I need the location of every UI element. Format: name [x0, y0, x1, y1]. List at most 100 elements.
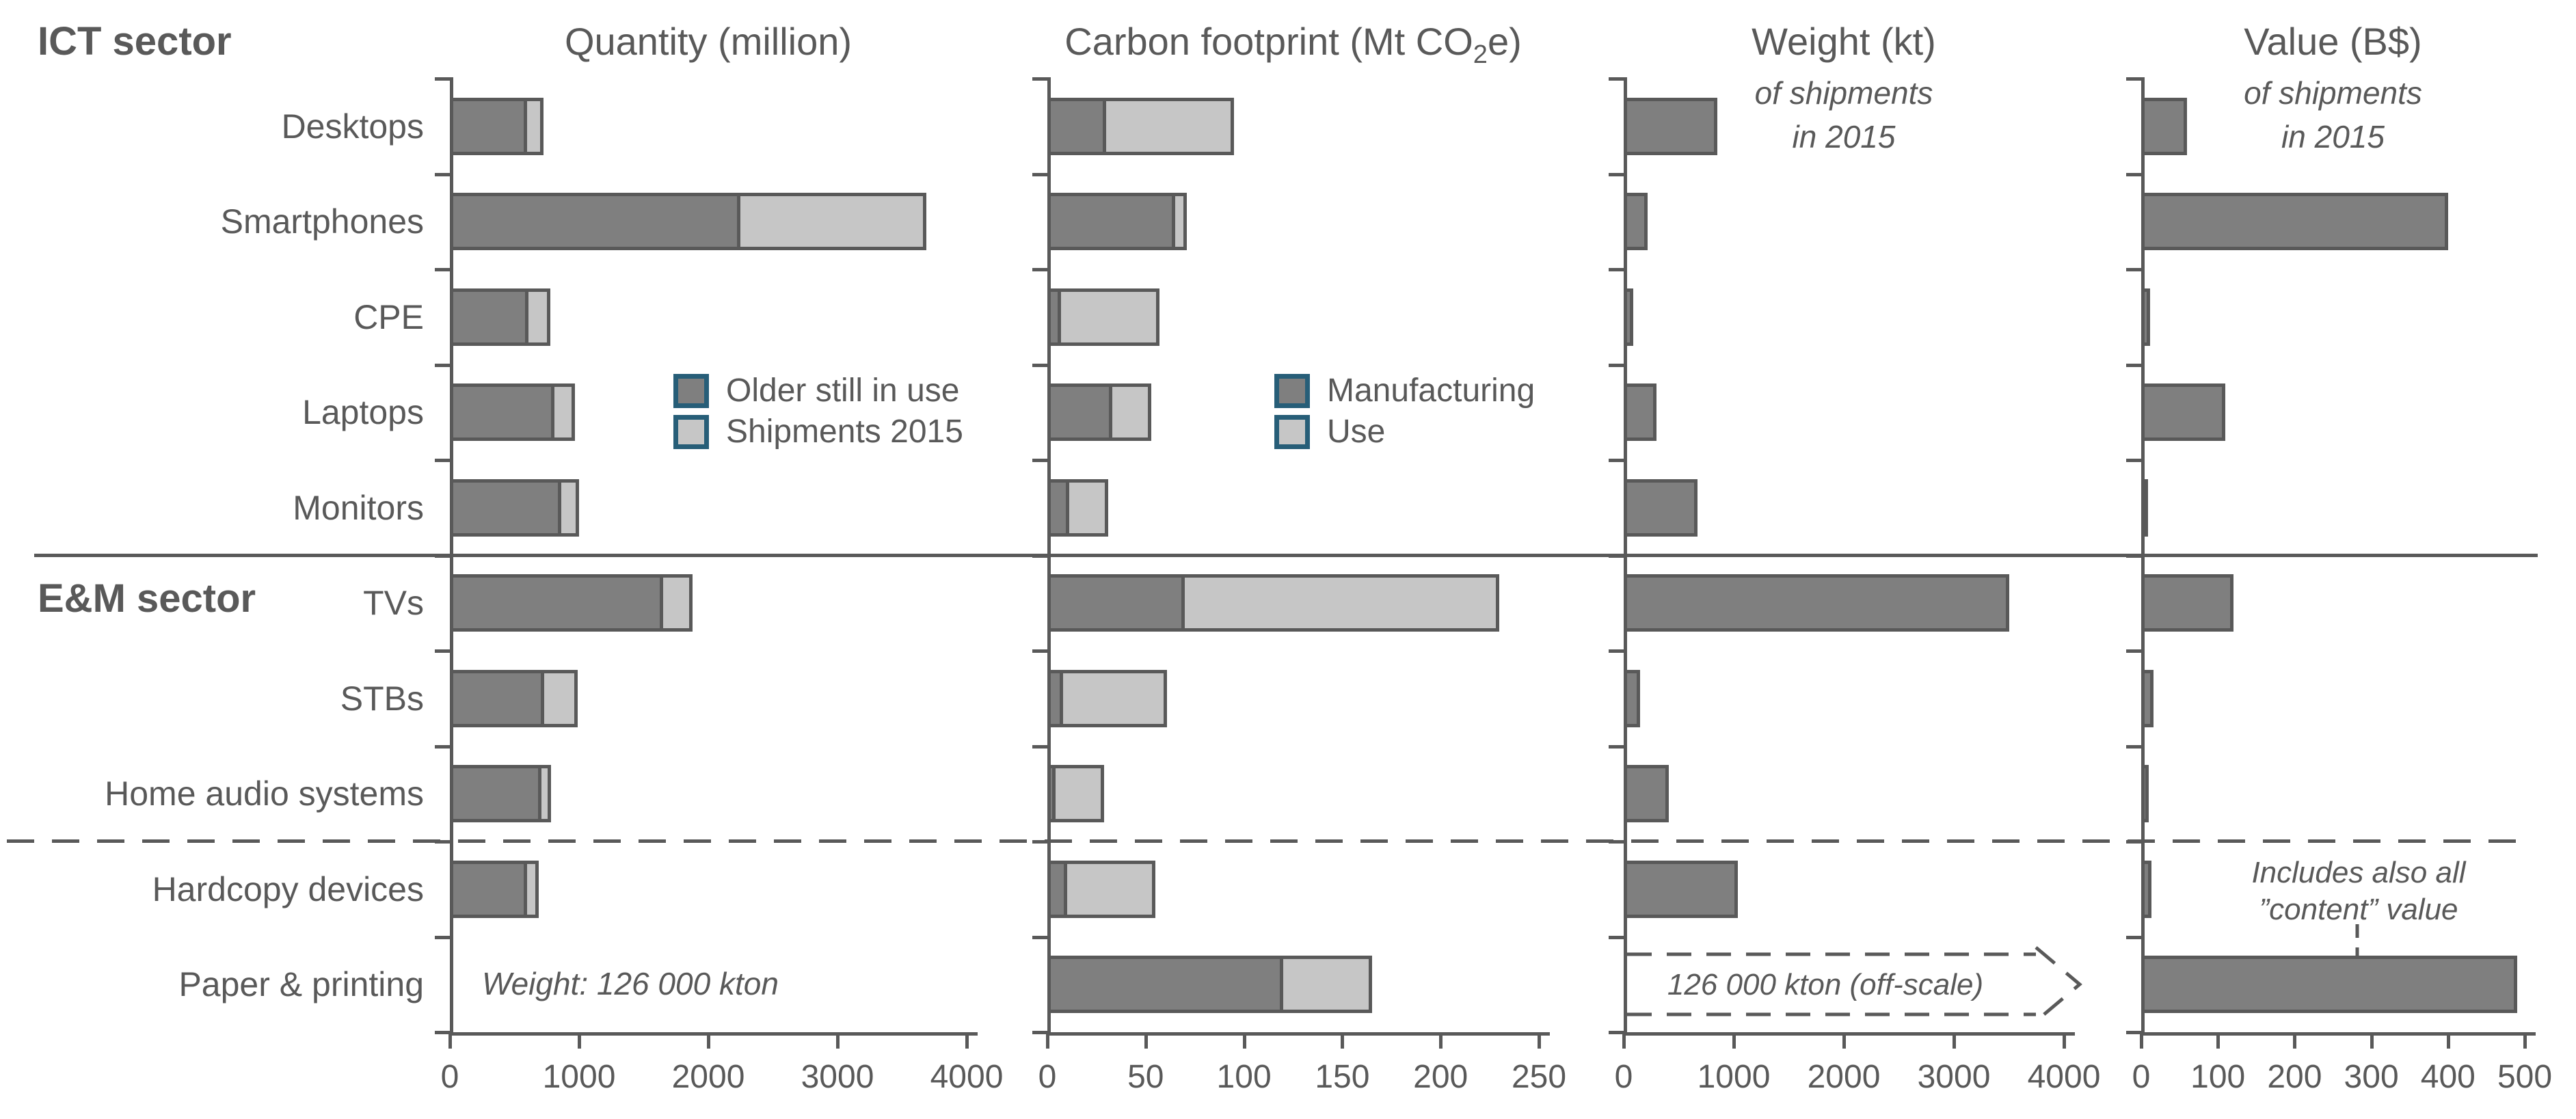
bar-value-smartphones	[2141, 193, 2448, 251]
row-label-laptops: Laptops	[302, 393, 424, 432]
quantity-y-tick	[435, 1031, 451, 1034]
legend-swatch-use	[1274, 415, 1310, 449]
row-label-home-audio-systems: Home audio systems	[105, 774, 424, 813]
quantity-x-tick-label: 0	[440, 1059, 459, 1095]
quantity-paper-weight-note: Weight: 126 000 kton	[482, 966, 779, 1001]
legend-label-manufacturing: Manufacturing	[1327, 373, 1535, 409]
carbon-x-tick-label: 250	[1511, 1059, 1567, 1095]
carbon-panel-title: Carbon footprint (Mt CO2e)	[1047, 19, 1539, 77]
value-y-tick	[2126, 554, 2143, 558]
value-panel-title: Value (B$)	[2244, 20, 2422, 63]
carbon-x-tick-label: 150	[1315, 1059, 1370, 1095]
row-label-hardcopy-devices: Hardcopy devices	[152, 869, 424, 908]
bar-weight-monitors	[1624, 478, 1698, 537]
bar-quantity-stbs-shipments-2015	[540, 669, 578, 727]
weight-x-tick	[1622, 1032, 1626, 1049]
legend-swatch-older-still-in-use	[673, 374, 709, 408]
quantity-x-tick	[965, 1032, 969, 1049]
bar-quantity-hardcopy-devices-older-still-in-use	[450, 860, 528, 918]
carbon-y-tick	[1032, 172, 1049, 176]
carbon-title-suffix: e)	[1487, 20, 1522, 63]
value-y-tick	[2126, 268, 2143, 271]
value-y-tick	[2126, 363, 2143, 367]
bar-weight-hardcopy-devices	[1624, 860, 1739, 918]
value-x-tick-label: 500	[2497, 1059, 2553, 1095]
bar-quantity-smartphones-older-still-in-use	[450, 193, 741, 251]
row-label-stbs: STBs	[340, 679, 424, 718]
weight-y-tick	[1609, 77, 1625, 81]
value-y-tick	[2126, 459, 2143, 462]
carbon-title-prefix: Carbon footprint (Mt CO	[1064, 20, 1473, 63]
quantity-x-tick	[836, 1032, 840, 1049]
weight-panel-subtitle-line1: of shipments	[1754, 75, 1933, 111]
weight-x-tick-label: 2000	[1807, 1059, 1881, 1095]
bar-value-tvs	[2141, 574, 2233, 632]
ict-sector-label: ICT sector	[38, 19, 232, 64]
bar-carbon-stbs-use	[1060, 669, 1168, 727]
bar-value-cpe	[2141, 288, 2151, 346]
carbon-x-axis	[1046, 1032, 1550, 1036]
value-x-tick-label: 400	[2420, 1059, 2476, 1095]
legend-label-older-still-in-use: Older still in use	[726, 373, 960, 409]
bar-value-desktops	[2141, 97, 2188, 155]
quantity-y-tick	[435, 77, 451, 81]
bar-weight-tvs	[1624, 574, 2009, 632]
carbon-x-tick-label: 200	[1413, 1059, 1468, 1095]
carbon-y-tick	[1032, 554, 1049, 558]
bar-value-laptops	[2141, 383, 2226, 442]
consumer-hardcopy-dashed-divider-line	[7, 839, 2531, 843]
weight-x-tick-label: 1000	[1697, 1059, 1771, 1095]
weight-y-tick	[1609, 268, 1625, 271]
weight-y-tick	[1609, 935, 1625, 939]
bar-quantity-tvs-shipments-2015	[659, 574, 693, 632]
bar-weight-stbs	[1624, 669, 1641, 727]
bar-quantity-cpe-shipments-2015	[525, 288, 551, 346]
bar-quantity-laptops-shipments-2015	[551, 383, 576, 442]
value-x-tick	[2370, 1032, 2374, 1049]
bar-quantity-desktops-shipments-2015	[524, 97, 544, 155]
carbon-y-tick	[1032, 649, 1049, 653]
bar-carbon-hardcopy-devices-use	[1063, 860, 1156, 918]
bar-carbon-laptops-use	[1108, 383, 1152, 442]
bar-carbon-home-audio-systems-use	[1051, 765, 1105, 823]
weight-offscale-note: 126 000 kton (off-scale)	[1667, 968, 1984, 1001]
bar-quantity-smartphones-shipments-2015	[737, 193, 927, 251]
bar-value-home-audio-systems	[2141, 765, 2149, 823]
quantity-y-tick	[435, 840, 451, 844]
quantity-y-tick	[435, 363, 451, 367]
carbon-x-tick	[1046, 1032, 1049, 1049]
value-y-tick	[2126, 744, 2143, 749]
quantity-x-tick-label: 4000	[930, 1059, 1004, 1095]
legend-label-use: Use	[1327, 414, 1386, 450]
legend-swatch-manufacturing	[1274, 374, 1310, 408]
quantity-x-axis	[448, 1032, 978, 1036]
bar-quantity-home-audio-systems-older-still-in-use	[450, 765, 542, 823]
carbon-x-tick-label: 100	[1216, 1059, 1272, 1095]
carbon-x-tick-label: 0	[1038, 1059, 1057, 1095]
value-x-tick-label: 0	[2132, 1059, 2151, 1095]
weight-x-axis	[1622, 1032, 2075, 1036]
bar-weight-laptops	[1624, 383, 1657, 442]
weight-x-tick	[1842, 1032, 1846, 1049]
carbon-x-tick	[1341, 1032, 1345, 1049]
value-x-tick	[2293, 1032, 2297, 1049]
weight-y-axis	[1624, 77, 1627, 1035]
value-x-axis	[2140, 1032, 2536, 1036]
bar-value-paper-printing	[2141, 956, 2517, 1014]
bar-quantity-monitors-shipments-2015	[557, 478, 579, 537]
value-x-tick-label: 100	[2190, 1059, 2246, 1095]
bar-value-stbs	[2141, 669, 2154, 727]
quantity-y-tick	[435, 172, 451, 176]
weight-panel-title: Weight (kt)	[1752, 20, 1936, 63]
value-content-note-line2: ”content” value	[2259, 893, 2458, 926]
carbon-x-tick	[1439, 1032, 1443, 1049]
carbon-x-tick	[1144, 1032, 1148, 1049]
weight-x-tick	[2063, 1032, 2066, 1049]
bar-quantity-tvs-older-still-in-use	[450, 574, 663, 632]
quantity-x-tick	[578, 1032, 581, 1049]
value-y-tick	[2126, 649, 2143, 653]
value-x-tick	[2523, 1032, 2527, 1049]
bar-carbon-cpe-use	[1058, 288, 1159, 346]
